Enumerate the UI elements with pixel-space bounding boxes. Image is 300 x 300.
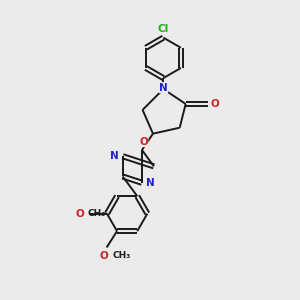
Text: O: O xyxy=(139,136,148,147)
Text: N: N xyxy=(159,82,168,93)
Text: N: N xyxy=(110,151,119,161)
Text: Cl: Cl xyxy=(158,24,169,34)
Text: CH₃: CH₃ xyxy=(112,251,131,260)
Text: O: O xyxy=(75,208,84,219)
Text: N: N xyxy=(146,178,154,188)
Text: O: O xyxy=(100,251,109,261)
Text: CH₃: CH₃ xyxy=(88,209,106,218)
Text: O: O xyxy=(210,99,219,109)
